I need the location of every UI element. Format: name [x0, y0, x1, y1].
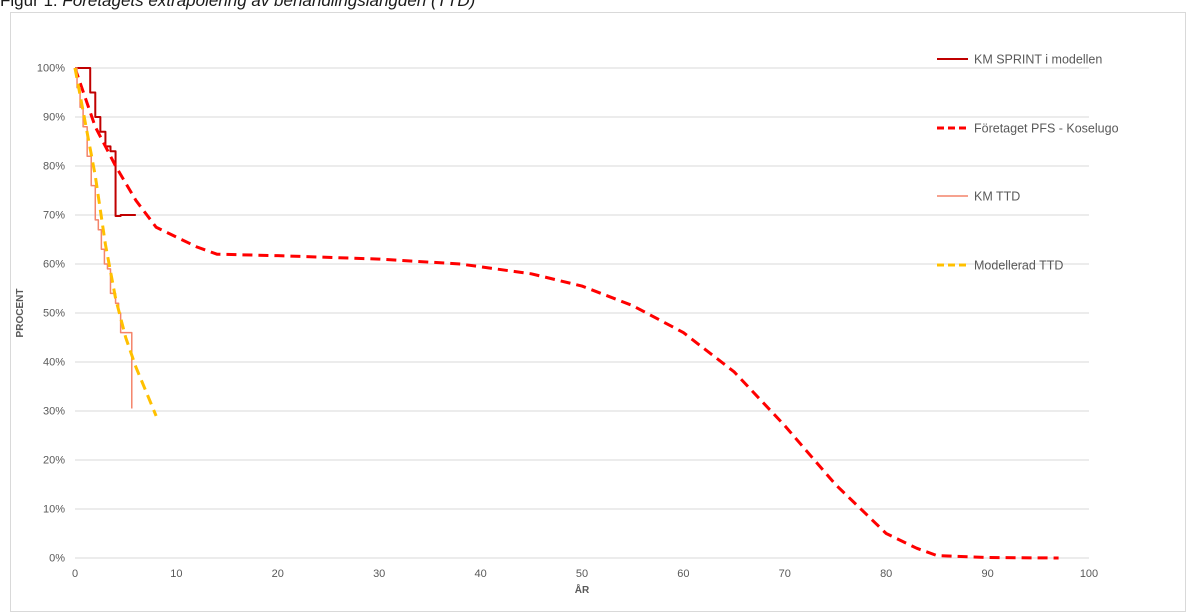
figure-caption: Figur 1. Företagets extrapolering av beh…: [0, 0, 475, 13]
y-tick-label: 20%: [43, 455, 65, 467]
legend-label: Företaget PFS - Koselugo: [974, 122, 1119, 136]
figure-title: Företagets extrapolering av behandlingsl…: [62, 0, 476, 10]
x-tick-label: 40: [474, 568, 486, 580]
x-tick-label: 100: [1080, 568, 1098, 580]
y-tick-label: 70%: [43, 210, 65, 222]
y-tick-label: 0%: [49, 553, 65, 565]
y-tick-label: 30%: [43, 406, 65, 418]
x-tick-label: 20: [272, 568, 284, 580]
y-tick-label: 60%: [43, 259, 65, 271]
y-tick-label: 10%: [43, 504, 65, 516]
x-tick-label: 0: [72, 568, 78, 580]
legend-label: KM SPRINT i modellen: [974, 53, 1102, 67]
series-group: [73, 67, 1059, 560]
x-axis-title: ÅR: [575, 583, 590, 596]
y-tick-label: 80%: [43, 161, 65, 173]
axes: 0% 10% 20% 30% 40% 50% 60% 70% 80% 90% 100% 0 10 20 30…: [15, 63, 1098, 597]
y-axis-title: PROCENT: [15, 289, 26, 338]
y-tick-label: 100%: [37, 63, 65, 75]
figure-label: Figur 1.: [0, 0, 58, 10]
y-tick-label: 40%: [43, 357, 65, 369]
gridlines: [75, 67, 1089, 559]
y-tick-label: 90%: [43, 112, 65, 124]
x-tick-label: 10: [170, 568, 182, 580]
series-line-modellerad-ttd: [73, 67, 158, 417]
legend: KM SPRINT i modellen Företaget PFS - Kose…: [937, 53, 1119, 273]
series-line-km-sprint-i-modellen: [75, 67, 136, 217]
series-line-f-retaget-pfs-koselugo: [73, 67, 1059, 560]
x-tick-label: 70: [779, 568, 791, 580]
x-tick-label: 30: [373, 568, 385, 580]
legend-label: KM TTD: [974, 190, 1020, 204]
x-tick-label: 50: [576, 568, 588, 580]
x-tick-label: 90: [981, 568, 993, 580]
legend-label: Modellerad TTD: [974, 259, 1063, 273]
y-tick-label: 50%: [43, 308, 65, 320]
x-tick-label: 80: [880, 568, 892, 580]
x-tick-label: 60: [677, 568, 689, 580]
